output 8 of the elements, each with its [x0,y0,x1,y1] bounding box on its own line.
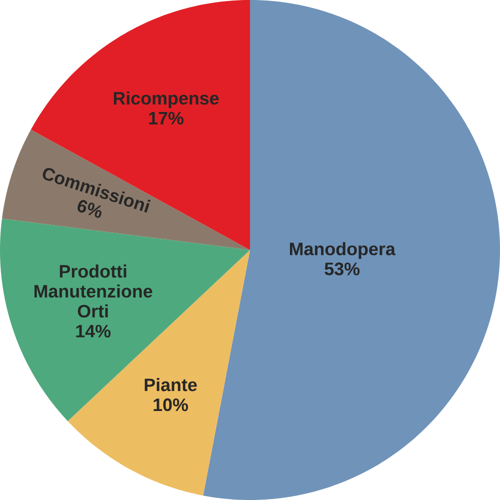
slice-label: Piante [144,378,197,392]
data-label: 10% [154,398,188,412]
slice-label: Ricompense [114,91,219,108]
slice-label: Manodopera [290,242,396,259]
data-label: 14% [76,324,111,338]
data-label: 17% [149,112,184,125]
slice-label: Prodotti Manutenzione Orti [34,264,152,318]
data-label: 53% [324,262,360,276]
